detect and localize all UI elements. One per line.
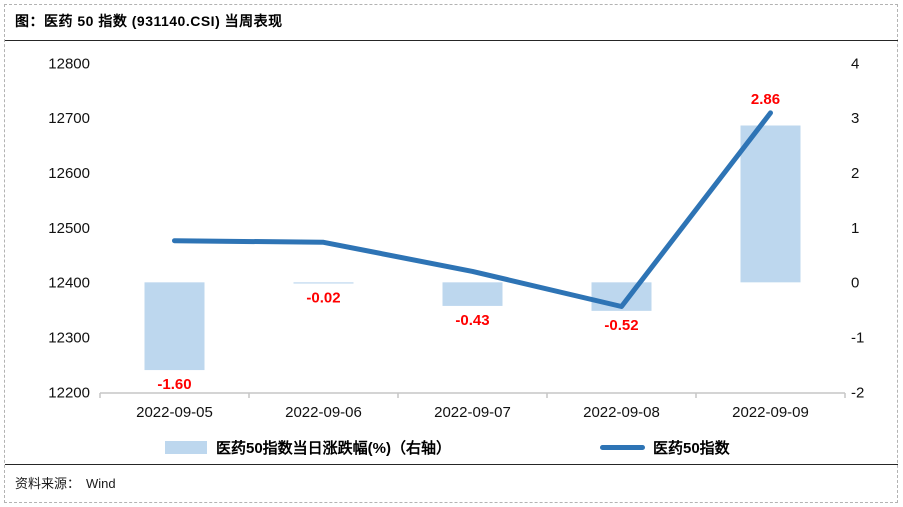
left-axis-tick-label: 12500 [48, 220, 90, 237]
x-axis-label: 2022-09-05 [136, 404, 213, 421]
right-axis-tick-label: 0 [851, 275, 859, 292]
left-axis-tick-label: 12700 [48, 110, 90, 127]
left-axis-tick-label: 12800 [48, 55, 90, 72]
title-divider [5, 40, 898, 41]
bar-data-label: -0.52 [604, 317, 638, 334]
bar-data-label: -0.43 [455, 312, 489, 329]
left-axis-tick-label: 12200 [48, 384, 90, 401]
pct-change-bar [442, 282, 503, 306]
bar-series-label: 医药50指数当日涨跌幅(%)（右轴） [216, 439, 452, 457]
index-line [172, 110, 773, 309]
x-axis-label: 2022-09-07 [434, 404, 511, 421]
right-axis-tick-label: -1 [851, 329, 864, 346]
line-series-label: 医药50指数 [653, 439, 730, 457]
x-axis-label: 2022-09-06 [285, 404, 362, 421]
line-series-swatch [600, 444, 645, 450]
source-label: 资料来源： [15, 476, 81, 491]
left-axis-tick-label: 12600 [48, 165, 90, 182]
x-axis-label: 2022-09-08 [583, 404, 660, 421]
right-axis-tick-label: 2 [851, 165, 859, 182]
right-axis-tick-label: -2 [851, 384, 864, 401]
legend-item-bar-series: 医药50指数当日涨跌幅(%)（右轴） [165, 436, 451, 458]
bar-data-label: 2.86 [751, 91, 780, 108]
left-axis-tick-label: 12300 [48, 329, 90, 346]
pct-change-bar [740, 125, 801, 283]
combo-chart: 12800 12700 12600 12500 12400 12300 12200 4 3 2 1 0… [48, 55, 864, 421]
bar-data-label: -1.60 [157, 376, 191, 393]
right-axis-tick-label: 4 [851, 55, 859, 72]
x-axis-label: 2022-09-09 [732, 404, 809, 421]
pct-change-bar [293, 282, 354, 284]
left-axis-tick-label: 12400 [48, 275, 90, 292]
chart-title: 图：医药 50 指数 (931140.CSI) 当周表现 [15, 13, 283, 29]
legend-divider [5, 464, 898, 465]
pct-change-bar [144, 282, 205, 371]
legend-item-line-series: 医药50指数 [600, 436, 730, 458]
right-axis-tick-label: 3 [851, 110, 859, 127]
bar-data-label: -0.02 [306, 289, 340, 306]
source-row: 资料来源： Wind [15, 473, 116, 492]
source-value: Wind [86, 476, 116, 491]
bar-series-swatch [165, 440, 207, 454]
right-axis-tick-label: 1 [851, 220, 859, 237]
